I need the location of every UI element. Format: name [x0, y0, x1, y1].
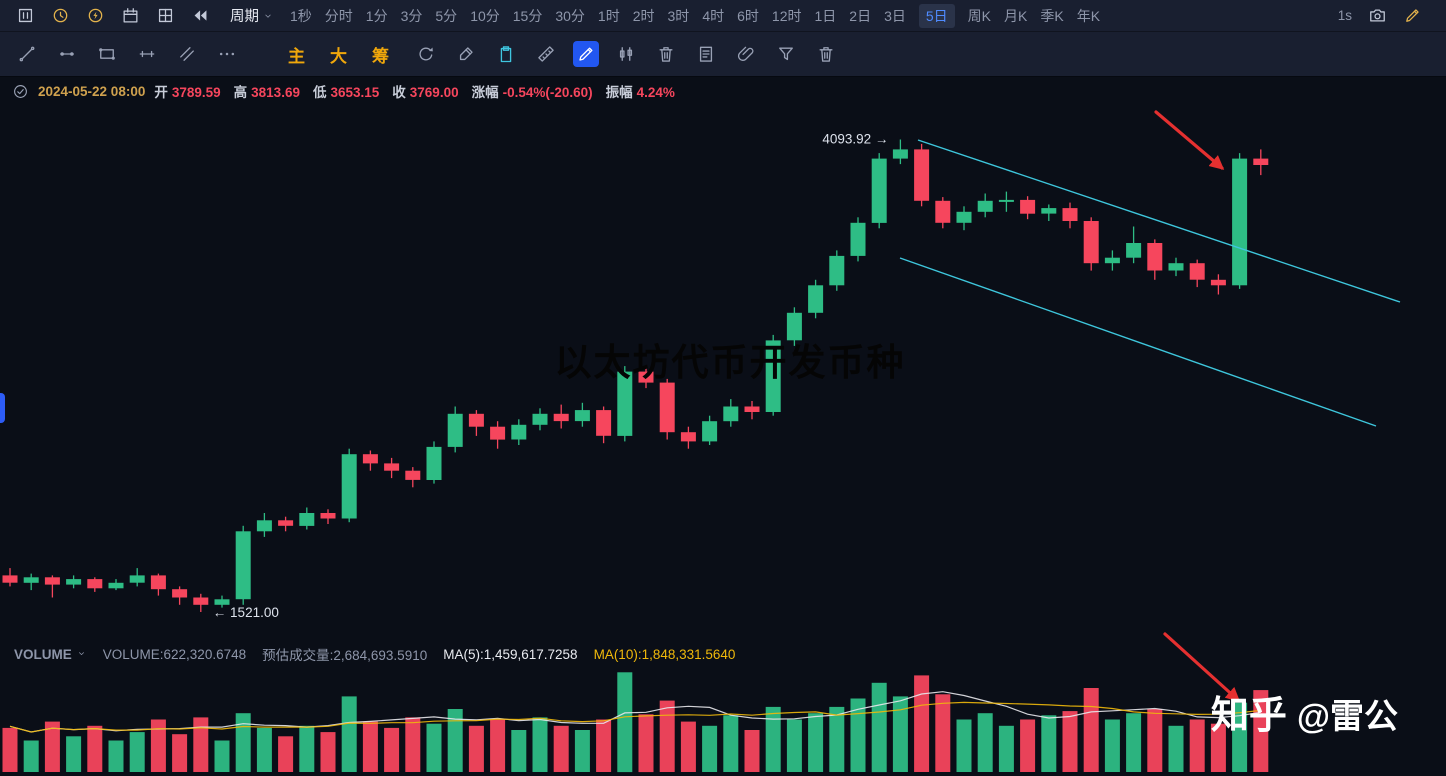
svg-text:4093.92 →: 4093.92 → — [822, 132, 888, 147]
volume-title: VOLUME — [14, 646, 72, 662]
interval-6时[interactable]: 6时 — [737, 7, 759, 24]
parallel-channel-icon[interactable] — [174, 41, 200, 67]
paperclip-icon[interactable] — [733, 41, 759, 67]
filter-icon[interactable] — [773, 41, 799, 67]
chart-action-tools — [413, 41, 853, 67]
watermark-text: 以太坊代币开发币种 — [554, 342, 906, 383]
interval-5日[interactable]: 5日 — [918, 3, 955, 28]
chevron-down-icon — [262, 10, 274, 22]
check-circle-icon[interactable] — [12, 83, 29, 100]
interval-1日[interactable]: 1日 — [814, 7, 837, 24]
ohlc-field-低: 低 3653.15 — [312, 85, 380, 100]
candle-chart-icon[interactable] — [12, 3, 38, 29]
ohlc-field-高: 高 3813.69 — [233, 85, 300, 100]
interval-1分[interactable]: 1分 — [365, 7, 388, 24]
volume-ma5-value: MA(5):1,459,617.7258 — [443, 646, 578, 662]
draw-active-icon[interactable] — [573, 41, 599, 67]
ohlc-infobar: 2024-05-22 08:00 开 3789.59 高 3813.69 低 3653.1… — [12, 81, 675, 101]
camera-icon[interactable] — [1364, 3, 1390, 29]
estimated-volume-value: 预估成交量:2,684,693.5910 — [262, 648, 428, 663]
countdown-timer: 1s — [1337, 8, 1352, 23]
clipboard-icon[interactable] — [493, 41, 519, 67]
delete-drawing-icon[interactable] — [653, 41, 679, 67]
interval-分时[interactable]: 分时 — [324, 7, 353, 24]
grid-icon[interactable] — [152, 3, 178, 29]
indicator-buttons: 主大筹 — [288, 42, 389, 67]
left-edge-handle[interactable] — [0, 393, 5, 423]
brush-icon[interactable] — [453, 41, 479, 67]
interval-3日[interactable]: 3日 — [884, 7, 906, 24]
refresh-icon[interactable] — [413, 41, 439, 67]
chevron-down-icon — [76, 647, 87, 662]
candles-icon[interactable] — [613, 41, 639, 67]
large-view-button[interactable]: 大 — [330, 46, 347, 66]
interval-15分[interactable]: 15分 — [512, 7, 543, 24]
interval-2日[interactable]: 2日 — [849, 7, 872, 24]
interval-10分[interactable]: 10分 — [470, 7, 500, 24]
brand-watermark: 知乎 @雷公 — [1211, 684, 1398, 739]
interval-季K[interactable]: 季K — [1040, 7, 1064, 24]
brand-logo: 知乎 — [1210, 695, 1287, 737]
interval-1秒[interactable]: 1秒 — [290, 7, 312, 24]
interval-2时[interactable]: 2时 — [632, 7, 655, 24]
trendline-icon[interactable] — [14, 41, 40, 67]
horizontal-segment-icon[interactable] — [134, 41, 160, 67]
volume-label-row: VOLUME VOLUME:622,320.6748 预估成交量:2,684,6… — [14, 644, 735, 664]
drawing-tools — [14, 41, 254, 67]
ohlc-field-开: 开 3789.59 — [154, 85, 221, 100]
interval-年K[interactable]: 年K — [1076, 7, 1101, 24]
ohlc-fields: 开 3789.59 高 3813.69 低 3653.15 收 3769.00 涨幅 -0.54%… — [154, 81, 675, 101]
ohlc-field-振幅: 振幅 4.24% — [605, 85, 675, 100]
interval-5分[interactable]: 5分 — [435, 7, 458, 24]
rewind-icon[interactable] — [187, 3, 213, 29]
drawing-toolbar: 主大筹 — [0, 32, 1446, 77]
clock-icon[interactable] — [47, 3, 73, 29]
chips-button[interactable]: 筹 — [372, 46, 389, 66]
topbar-action-icons — [1364, 3, 1434, 29]
calendar-icon[interactable] — [117, 3, 143, 29]
period-label: 周期 — [230, 9, 259, 25]
main-chart-button[interactable]: 主 — [288, 46, 305, 66]
volume-ma10-value: MA(10):1,848,331.5640 — [593, 646, 736, 662]
brand-handle: @雷公 — [1296, 698, 1398, 736]
ohlc-field-涨幅: 涨幅 -0.54%(-20.60) — [471, 85, 593, 100]
top-toolbar: 周期 1秒 分时 1分 3分 5分 10分 15分 30分 1时 2时 3时 4时 6时 12时 1日 2日 3… — [0, 0, 1446, 32]
interval-3时[interactable]: 3时 — [667, 7, 690, 24]
interval-4时[interactable]: 4时 — [702, 7, 725, 24]
interval-月K[interactable]: 月K — [1004, 7, 1028, 24]
interval-3分[interactable]: 3分 — [400, 7, 423, 24]
bolt-icon[interactable] — [82, 3, 108, 29]
volume-value: VOLUME:622,320.6748 — [102, 646, 247, 662]
topbar-right: 1s — [1338, 3, 1434, 29]
chart-mode-icons — [12, 3, 222, 29]
bar-datetime: 2024-05-22 08:00 — [38, 83, 146, 99]
note-icon[interactable] — [693, 41, 719, 67]
interval-tabs: 1秒 分时 1分 3分 5分 10分 15分 30分 1时 2时 3时 4时 6时 12时 1日 2日 3日 5日… — [290, 3, 1101, 28]
interval-周K[interactable]: 周K — [967, 7, 992, 24]
more-tools-icon[interactable] — [214, 41, 240, 67]
rectangle-icon[interactable] — [94, 41, 120, 67]
interval-12时[interactable]: 12时 — [771, 7, 802, 24]
trash-icon[interactable] — [813, 41, 839, 67]
interval-30分[interactable]: 30分 — [555, 7, 585, 24]
svg-text:← 1521.00: ← 1521.00 — [213, 605, 279, 620]
interval-1时[interactable]: 1时 — [597, 7, 620, 24]
ohlc-field-收: 收 3769.00 — [392, 85, 459, 100]
edit-pencil-icon[interactable] — [1399, 3, 1425, 29]
period-selector[interactable]: 周期 — [230, 5, 274, 26]
volume-indicator-toggle[interactable]: VOLUME — [14, 647, 87, 662]
ruler-icon[interactable] — [533, 41, 559, 67]
horizontal-line-icon[interactable] — [54, 41, 80, 67]
